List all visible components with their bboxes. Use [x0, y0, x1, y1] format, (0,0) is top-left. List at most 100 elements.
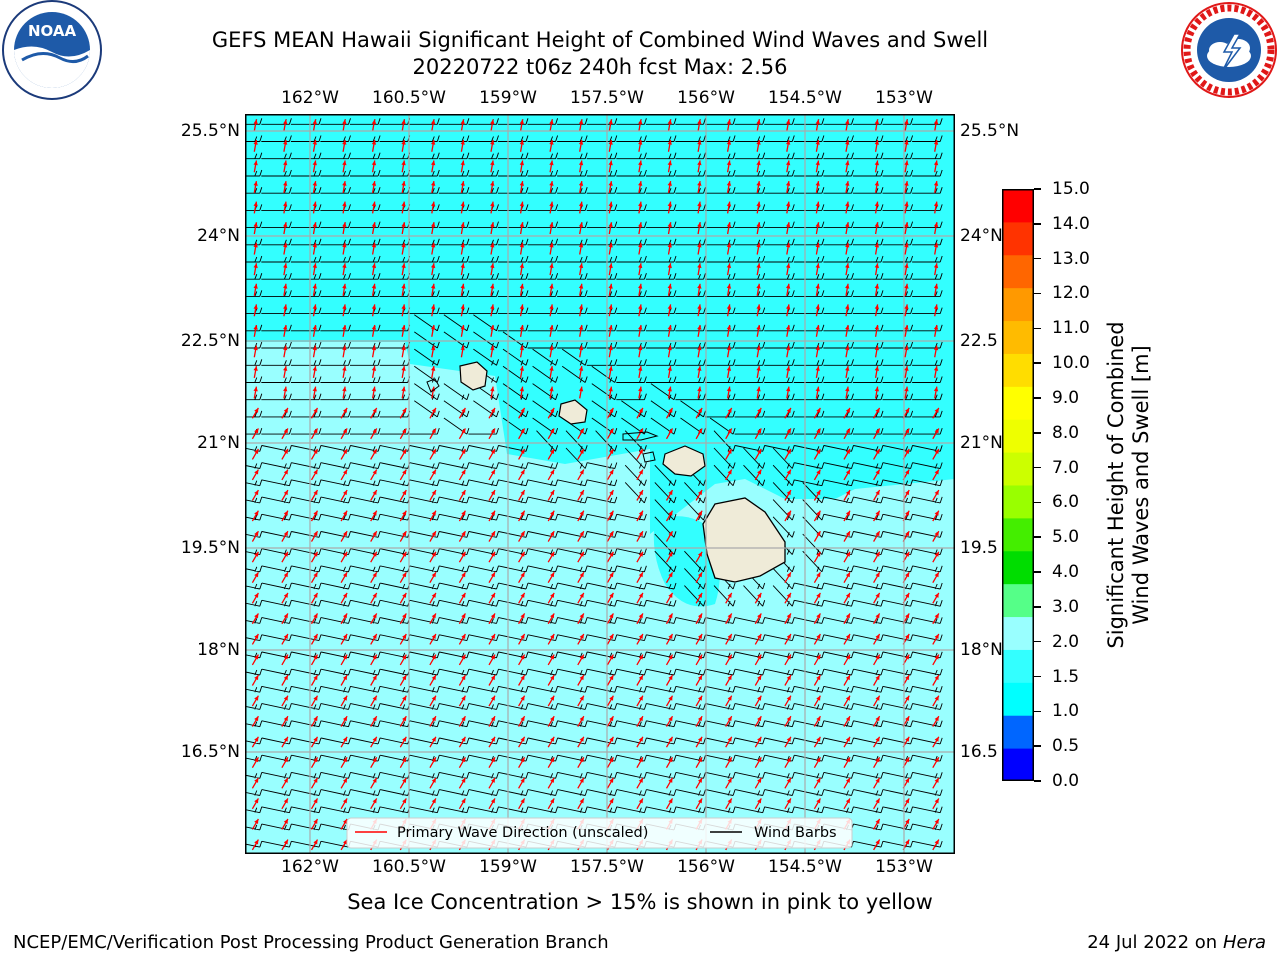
colorbar-tick-label: 10.0	[1052, 353, 1090, 374]
colorbar-band	[1002, 517, 1034, 552]
colorbar-tick-label: 3.0	[1052, 596, 1080, 617]
colorbar-band	[1002, 715, 1034, 749]
colorbar-band	[1002, 616, 1034, 650]
colorbar-tick-label: 5.0	[1052, 527, 1080, 548]
noaa-logo-text: NOAA	[28, 22, 77, 40]
map-subtitle: 20220722 t06z 240h fcst Max: 2.56	[412, 55, 788, 79]
lat-tick-left: 24°N	[197, 226, 240, 246]
lon-tick-top: 153°W	[875, 88, 933, 108]
lat-tick-left: 16.5°N	[180, 742, 240, 762]
lon-tick-bottom: 159°W	[479, 857, 537, 877]
lon-tick-bottom: 156°W	[677, 857, 735, 877]
lon-tick-top: 162°W	[281, 88, 339, 108]
footer-host: Hera	[1222, 932, 1266, 953]
lat-tick-left: 18°N	[197, 640, 240, 660]
lat-tick-left: 25.5°N	[180, 121, 240, 141]
wave-direction-layer	[251, 119, 940, 851]
map-frame	[245, 114, 955, 854]
nws-logo	[1181, 2, 1277, 98]
lon-tick-top: 160.5°W	[372, 88, 446, 108]
island-niihau	[426, 378, 440, 393]
colorbar-band	[1002, 550, 1034, 585]
colorbar-title-line2: Wind Waves and Swell [m]	[1129, 345, 1153, 625]
colorbar-band	[1002, 649, 1034, 683]
lat-tick-right: 24°N	[960, 226, 1003, 246]
colorbar-band	[1002, 682, 1034, 716]
colorbar-tick-label: 12.0	[1052, 283, 1090, 304]
colorbar-tick-mark	[1034, 257, 1041, 260]
colorbar-tick-mark	[1034, 710, 1041, 713]
colorbar-tick-mark	[1034, 362, 1041, 364]
lon-tick-bottom: 154.5°W	[768, 857, 842, 877]
colorbar-tick-label: 1.0	[1052, 701, 1080, 722]
colorbar-tick-label: 7.0	[1052, 457, 1080, 478]
colorbar-tick-label: 13.0	[1052, 248, 1090, 269]
colorbar-tick-mark	[1034, 745, 1041, 747]
colorbar-band	[1002, 386, 1034, 420]
colorbar-tick-mark	[1034, 780, 1041, 782]
islands	[426, 361, 786, 583]
island-molokai	[622, 431, 659, 441]
lat-tick-left: 22.5°N	[180, 331, 240, 351]
wave-direction-shafts	[251, 119, 940, 851]
lon-tick-bottom: 160.5°W	[372, 857, 446, 877]
colorbar-tick-label: 8.0	[1052, 422, 1080, 443]
lat-tick-right: 19.5	[960, 538, 998, 558]
colorbar-tick-label: 0.0	[1052, 771, 1080, 791]
island-kauai	[459, 361, 488, 391]
colorbar-tick-mark	[1034, 432, 1041, 434]
colorbar-tick-label: 15.0	[1052, 179, 1090, 199]
colorbar-tick-label: 11.0	[1052, 318, 1090, 339]
lat-tick-right: 22.5	[960, 331, 998, 351]
colorbar-tick-mark	[1034, 188, 1041, 190]
colorbar-tick-mark	[1034, 397, 1041, 399]
colorbar-tick-mark	[1034, 536, 1041, 538]
lon-tick-top: 157.5°W	[570, 88, 644, 108]
colorbar-tick-label: 4.0	[1052, 562, 1080, 583]
colorbar-tick-label: 9.0	[1052, 387, 1080, 408]
legend-wave-label: Primary Wave Direction (unscaled)	[397, 825, 648, 841]
colorbar-band	[1002, 221, 1034, 256]
colorbar-band	[1002, 353, 1034, 387]
colorbar-band	[1002, 485, 1034, 519]
lon-tick-top: 154.5°W	[768, 88, 842, 108]
colorbar-tick-mark	[1034, 327, 1041, 330]
legend-barb-label: Wind Barbs	[754, 825, 837, 841]
lat-tick-right: 21°N	[960, 433, 1003, 453]
lat-tick-left: 19.5°N	[180, 538, 240, 558]
colorbar-tick-mark	[1034, 675, 1041, 678]
colorbar-band	[1002, 452, 1034, 486]
footer-left: NCEP/EMC/Verification Post Processing Pr…	[13, 932, 609, 953]
colorbar-tick-mark	[1034, 501, 1041, 504]
footer-date: 24 Jul 2022 on	[1087, 932, 1218, 953]
colorbar-band	[1002, 419, 1034, 453]
island-maui	[662, 445, 706, 477]
wave-height-region-leeward	[653, 516, 720, 607]
colorbar-tick-label: 0.5	[1052, 736, 1080, 757]
graticule	[245, 114, 955, 854]
lon-tick-bottom: 162°W	[281, 857, 339, 877]
lon-tick-bottom: 153°W	[875, 857, 933, 877]
colorbar-band	[1002, 287, 1034, 322]
colorbar-tick-label: 14.0	[1052, 213, 1090, 234]
map-panel: Primary Wave Direction (unscaled) Wind B…	[245, 114, 955, 854]
colorbar-band	[1002, 189, 1034, 223]
colorbar-tick-mark	[1034, 606, 1041, 608]
island-lanai	[642, 451, 656, 463]
lon-tick-bottom: 157.5°W	[570, 857, 644, 877]
noaa-logo: NOAA	[2, 0, 102, 100]
lat-tick-right: 16.5	[960, 742, 998, 762]
lat-tick-right: 25.5°N	[960, 121, 1020, 141]
colorbar-tick-mark	[1034, 571, 1041, 573]
map-legend: Primary Wave Direction (unscaled) Wind B…	[346, 817, 853, 849]
footer-right: 24 Jul 2022 on Hera	[1087, 932, 1266, 953]
colorbar-tick-mark	[1034, 223, 1041, 225]
colorbar	[1002, 189, 1034, 781]
lon-tick-top: 159°W	[479, 88, 537, 108]
sea-ice-caption: Sea Ice Concentration > 15% is shown in …	[347, 890, 933, 914]
lon-tick-top: 156°W	[677, 88, 735, 108]
colorbar-title-line1: Significant Height of Combined	[1104, 321, 1128, 649]
colorbar-tick-label: 2.0	[1052, 631, 1080, 652]
lat-tick-left: 21°N	[197, 433, 240, 453]
map-title: GEFS MEAN Hawaii Significant Height of C…	[211, 28, 989, 52]
